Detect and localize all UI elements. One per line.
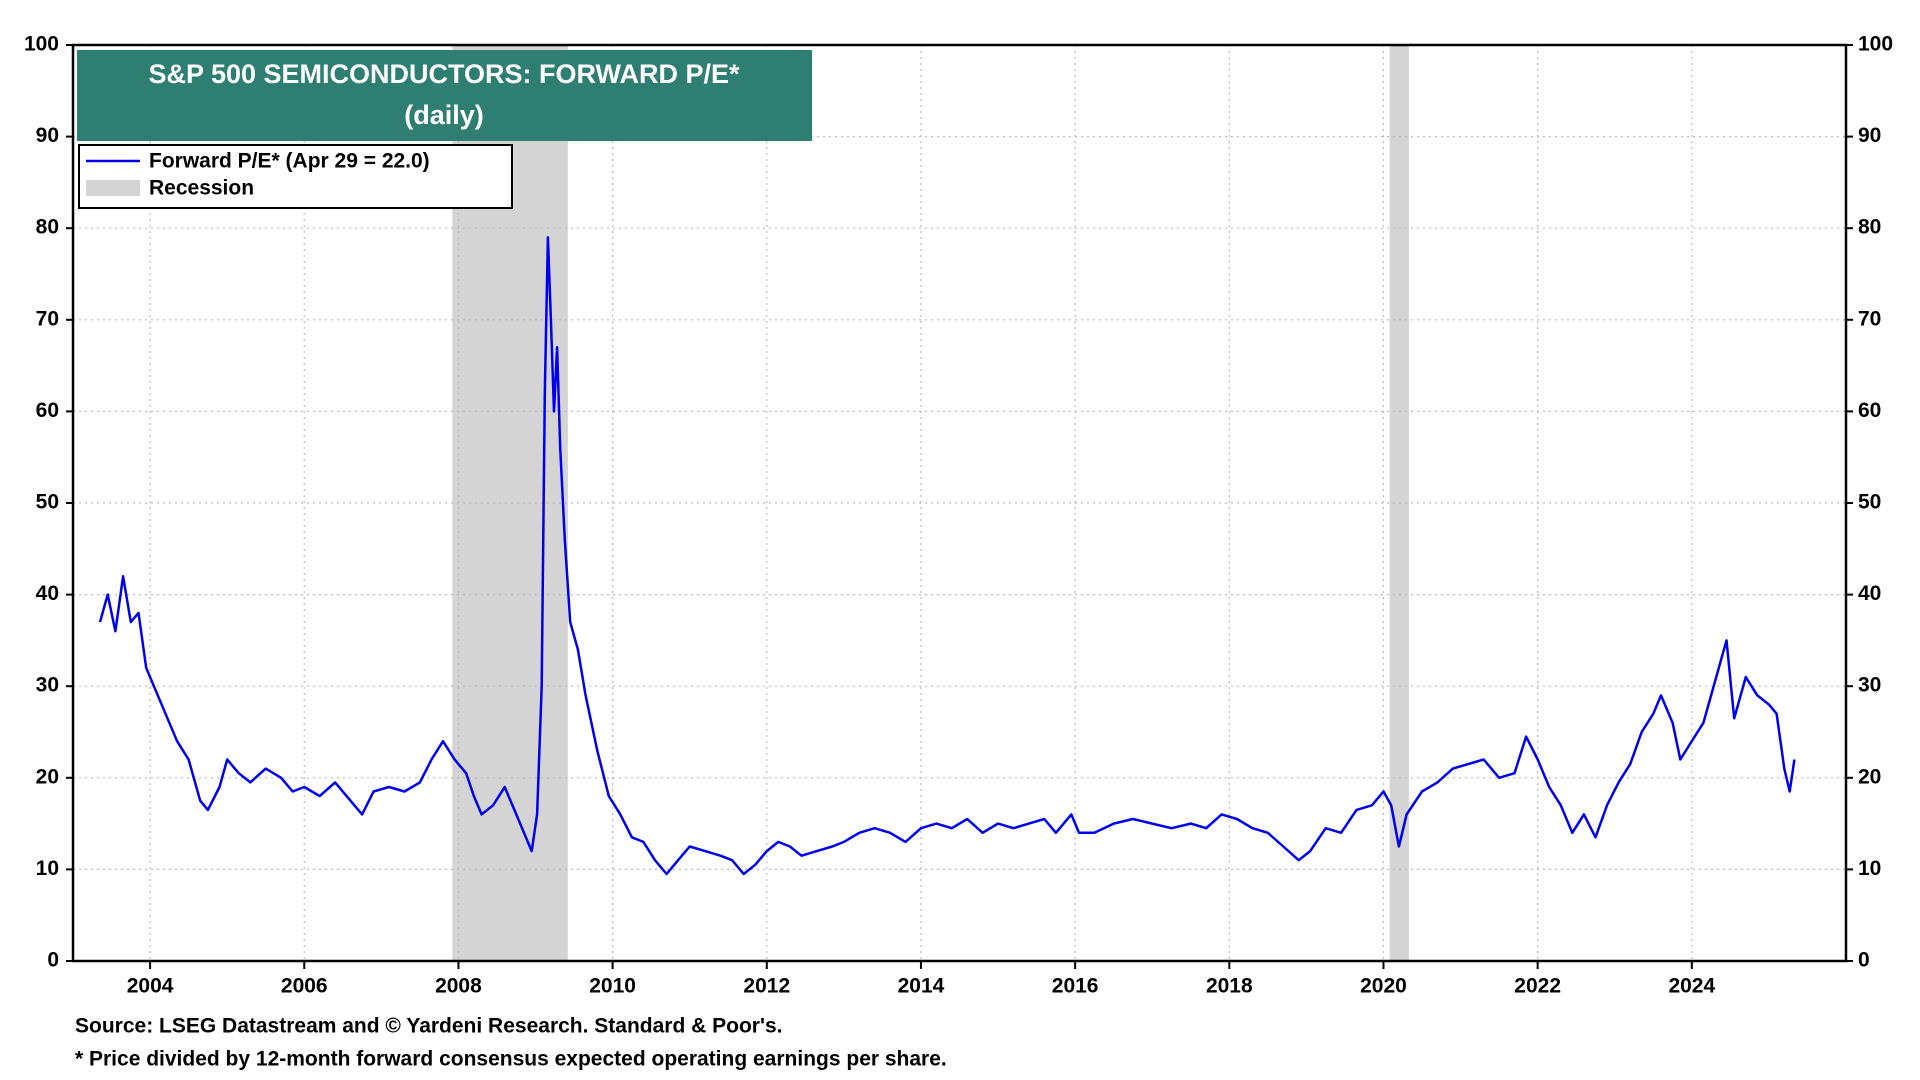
- y-tick-label: 70: [36, 307, 59, 330]
- y2-tick-label: 0: [1858, 949, 1870, 972]
- x-tick-label: 2010: [589, 975, 636, 998]
- y2-tick-label: 30: [1858, 674, 1881, 697]
- x-tick-label: 2020: [1360, 975, 1407, 998]
- y-tick-label: 90: [36, 124, 59, 147]
- y-tick-label: 10: [36, 857, 59, 880]
- x-tick-label: 2022: [1514, 975, 1561, 998]
- x-tick-label: 2024: [1668, 975, 1715, 998]
- y-tick-label: 50: [36, 491, 59, 514]
- y-tick-label: 40: [36, 582, 59, 605]
- x-tick-label: 2012: [743, 975, 790, 998]
- y-tick-label: 60: [36, 399, 59, 422]
- y-tick-label: 30: [36, 674, 59, 697]
- x-tick-label: 2004: [127, 975, 174, 998]
- x-tick-label: 2014: [898, 975, 945, 998]
- y2-tick-label: 20: [1858, 765, 1881, 788]
- plot-frame: [71, 43, 1848, 963]
- y2-tick-label: 10: [1858, 857, 1881, 880]
- x-tick-label: 2018: [1206, 975, 1253, 998]
- y2-tick-label: 80: [1858, 216, 1881, 239]
- y-tick-label: 80: [36, 216, 59, 239]
- legend-label: Recession: [149, 177, 254, 200]
- x-tick-label: 2006: [281, 975, 328, 998]
- data-line: [98, 236, 1796, 876]
- y2-tick-label: 50: [1858, 491, 1881, 514]
- y-tick-label: 0: [47, 949, 59, 972]
- y-tick-label: 100: [24, 33, 59, 56]
- y2-tick-label: 70: [1858, 307, 1881, 330]
- source-note: Source: LSEG Datastream and © Yardeni Re…: [75, 1015, 782, 1038]
- title-box: [77, 50, 812, 141]
- y-tick-label: 20: [36, 765, 59, 788]
- y2-tick-label: 40: [1858, 582, 1881, 605]
- chart-title: S&P 500 SEMICONDUCTORS: FORWARD P/E*: [148, 59, 740, 89]
- x-tick-label: 2016: [1052, 975, 1099, 998]
- footnote: * Price divided by 12-month forward cons…: [75, 1048, 947, 1071]
- legend-label: Forward P/E* (Apr 29 = 22.0): [149, 150, 430, 173]
- x-tick-label: 2008: [435, 975, 482, 998]
- y2-tick-label: 90: [1858, 124, 1881, 147]
- legend-box: [78, 144, 513, 209]
- chart-subtitle: (daily): [404, 100, 484, 130]
- y2-tick-label: 100: [1858, 33, 1893, 56]
- y2-tick-label: 60: [1858, 399, 1881, 422]
- legend-swatch: [86, 180, 140, 196]
